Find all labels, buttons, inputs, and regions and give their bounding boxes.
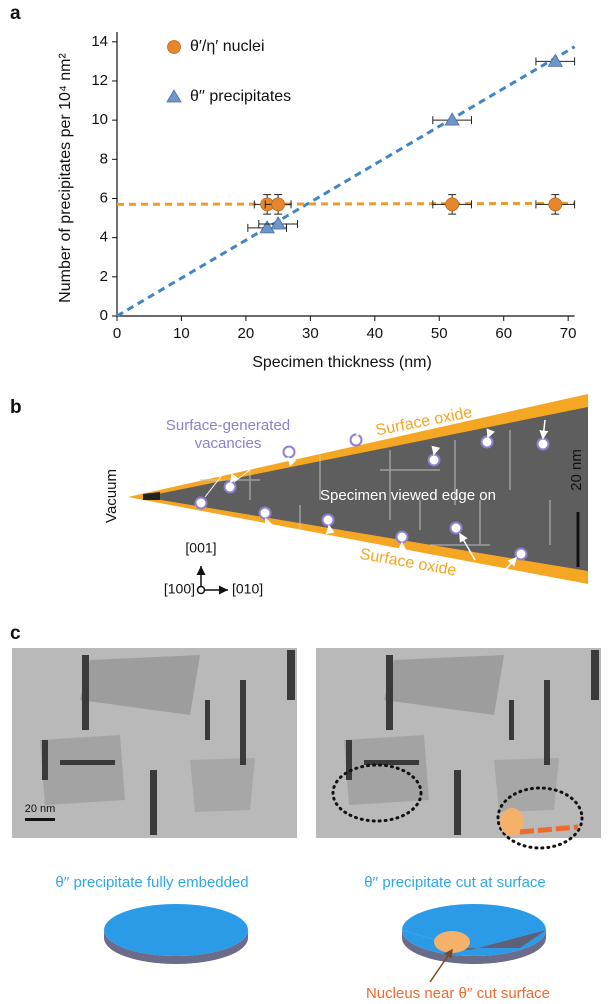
point	[444, 112, 460, 126]
scale-label: 20 nm	[25, 803, 56, 815]
trend-line	[116, 45, 576, 318]
panel-b: b Surface-generated vacancies Surface ox…	[10, 394, 588, 597]
point	[270, 216, 286, 230]
precipitate-streaks	[200, 430, 551, 546]
y-tick-label: 10	[91, 111, 108, 128]
vacancies-label: Surface-generated	[166, 417, 290, 434]
y-tick-label: 2	[100, 268, 108, 285]
y-tick-label: 6	[100, 189, 108, 206]
axis-label: [010]	[232, 581, 263, 597]
y-tick-label: 14	[91, 33, 108, 50]
axis-label: [001]	[185, 540, 216, 556]
y-tick-label: 4	[100, 229, 108, 246]
vacancies	[194, 433, 550, 561]
panel-c: c 20 nm θ′′ precipitate fully embedded θ…	[10, 623, 601, 1002]
y-tick-label: 0	[100, 307, 108, 324]
x-tick-label: 0	[113, 325, 121, 342]
specimen	[143, 407, 588, 571]
scale-label: 20 nm	[568, 449, 585, 491]
disc-left	[104, 904, 248, 964]
x-tick-label: 60	[495, 325, 512, 342]
specimen-label: Specimen viewed edge on	[320, 487, 496, 504]
vacuum-label: Vacuum	[103, 469, 120, 523]
axis-origin	[196, 585, 206, 595]
x-axis-label: Specimen thickness (nm)	[252, 354, 432, 371]
trend-line	[116, 201, 575, 206]
x-tick-label: 50	[431, 325, 448, 342]
nucleus-arrow	[429, 948, 453, 983]
x-tick-label: 40	[366, 325, 383, 342]
legend-label: θ′/η′ nuclei	[190, 38, 265, 55]
panel-label: a	[10, 3, 21, 24]
caption: θ′′ precipitate cut at surface	[364, 874, 546, 891]
legend-marker	[167, 40, 181, 54]
axis-label: [100]	[164, 581, 195, 597]
tip	[143, 492, 160, 500]
leader	[204, 469, 227, 498]
x-tick-label: 70	[560, 325, 577, 342]
caption: Nucleus near θ′′ cut surface	[366, 985, 550, 1002]
y-tick-label: 8	[100, 150, 108, 167]
panel-label: b	[10, 397, 22, 418]
chart-a: a Specimen thickness (nm) Number of prec…	[10, 3, 576, 371]
legend-marker	[166, 89, 182, 103]
x-tick-label: 30	[302, 325, 319, 342]
panel-label: c	[10, 623, 21, 644]
x-tick-label: 10	[173, 325, 190, 342]
caption: θ′′ precipitate fully embedded	[55, 874, 248, 891]
x-tick-label: 20	[238, 325, 255, 342]
tem-image-right	[316, 648, 601, 850]
point	[271, 197, 286, 212]
point	[547, 53, 563, 67]
tem-image-left: 20 nm	[12, 648, 297, 838]
leader	[233, 469, 251, 483]
vacancies-label: vacancies	[195, 435, 262, 452]
y-axis-label: Number of precipitates per 10⁴ nm²	[57, 53, 74, 303]
legend-label: θ′′ precipitates	[190, 88, 291, 105]
vacancy-arrows	[230, 419, 549, 571]
point	[548, 197, 563, 212]
point	[259, 220, 275, 234]
point	[445, 197, 460, 212]
y-tick-label: 12	[91, 72, 108, 89]
disc-right	[402, 904, 546, 964]
